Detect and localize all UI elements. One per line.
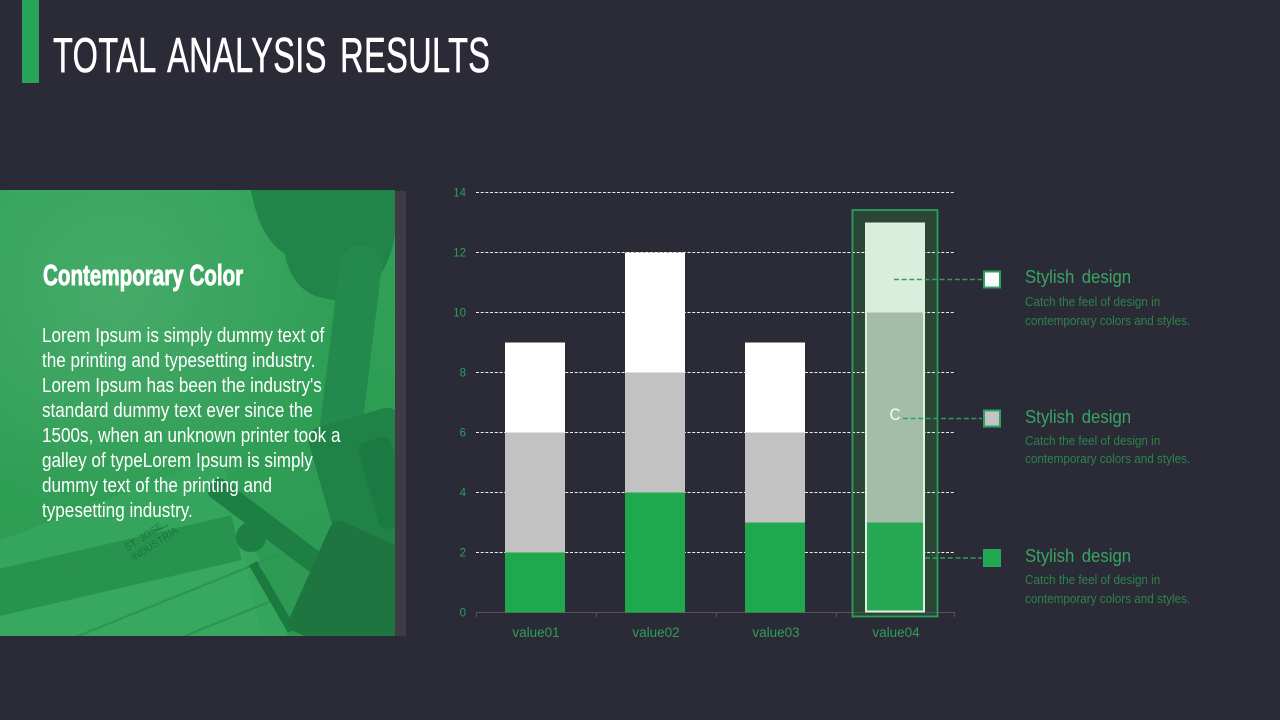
svg-text:value01: value01 <box>512 625 559 640</box>
svg-text:6: 6 <box>460 428 466 440</box>
svg-text:value03: value03 <box>752 625 799 640</box>
svg-text:8: 8 <box>460 368 466 380</box>
svg-text:12: 12 <box>453 248 466 260</box>
svg-text:10: 10 <box>453 308 466 320</box>
svg-text:2: 2 <box>460 548 466 560</box>
svg-text:C: C <box>890 406 901 424</box>
svg-text:0: 0 <box>460 608 466 620</box>
svg-text:value04: value04 <box>872 625 920 640</box>
svg-text:4: 4 <box>460 488 467 500</box>
svg-text:value02: value02 <box>632 625 679 640</box>
svg-text:14: 14 <box>453 188 466 200</box>
